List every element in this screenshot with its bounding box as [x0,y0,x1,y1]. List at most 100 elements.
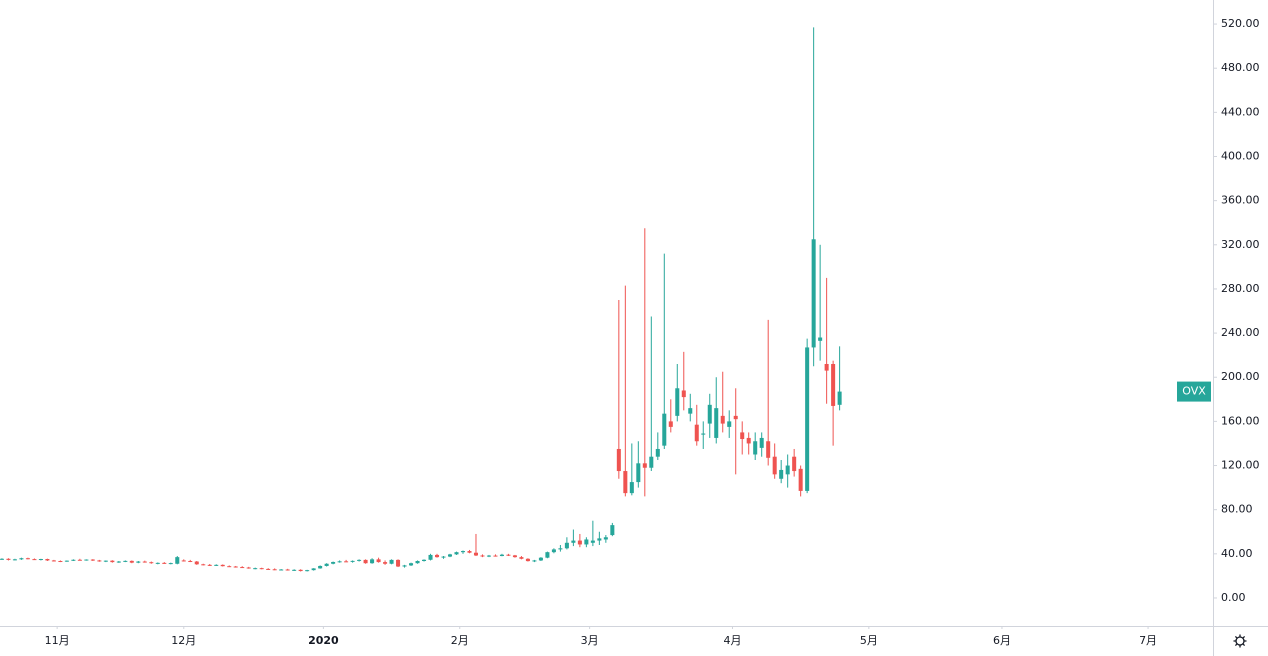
candle-body [220,564,225,567]
y-tick-label: 320.00 [1221,238,1260,251]
candle-body [746,437,751,444]
candle-body [551,549,556,553]
candle-body [90,559,95,561]
candle-body [629,482,634,494]
y-tick-label: 480.00 [1221,61,1260,74]
candle-body [142,561,147,563]
series-label-bg [1177,381,1211,402]
candle-body [467,551,472,553]
candle-body [512,555,517,558]
candle-body [779,469,784,479]
candle-body [811,239,816,348]
y-tick-label: 360.00 [1221,194,1260,207]
candle-body [460,551,466,553]
x-tick-label: 4月 [723,634,741,647]
candle-body [136,561,141,563]
candle-body [740,432,745,440]
candle-body [162,562,167,564]
settings-icon[interactable] [1233,634,1247,648]
candle-body [428,554,433,560]
candle-body [532,560,537,562]
x-tick-label: 12月 [171,634,196,647]
candle-body [681,390,686,398]
candle-body [837,391,842,405]
candle-body [538,557,543,561]
candle-body [168,563,173,565]
candle-body [305,570,310,572]
candle-body [383,562,388,564]
candle-body [772,456,777,475]
candle-body [51,560,56,562]
y-tick-label: 240.00 [1221,326,1260,339]
candle-body [279,569,284,571]
candle-body [409,563,414,566]
candle-body [194,561,199,565]
candle-body [6,558,11,560]
candle-body [662,413,667,446]
candle-body [129,560,134,563]
candle-body [350,560,355,562]
candle-body [324,563,329,566]
y-tick-label: 120.00 [1221,459,1260,472]
candle-body [733,415,738,420]
candle-body [831,363,836,406]
candle-body [64,560,69,562]
y-tick-label: 440.00 [1221,105,1260,118]
candle-body [77,559,82,561]
candle-body [577,540,582,545]
candle-body [272,569,277,571]
candle-body [370,559,375,564]
candle-body [603,537,608,540]
candle-body [584,539,589,545]
candle-body [766,441,771,458]
candle-body [798,468,803,491]
candle-body [824,363,829,371]
candle-body [415,560,420,564]
candle-body [58,560,63,562]
candle-body [149,562,154,564]
candle-body [610,525,615,536]
candle-body [805,347,810,491]
candle-body [344,561,349,563]
x-tick-label: 2020 [308,634,339,647]
candle-body [447,554,453,557]
candle-body [188,560,193,562]
candle-body [214,564,219,566]
candle-body [694,424,699,442]
candle-body [116,561,121,563]
candle-body [499,554,504,557]
candle-body [357,559,362,561]
candle-body [259,568,264,570]
candle-body [759,437,764,448]
x-tick-label: 2月 [451,634,469,647]
candle-body [623,471,628,494]
candles [0,27,842,572]
candle-body [25,558,30,560]
y-tick-label: 400.00 [1221,150,1260,163]
candle-body [493,555,498,557]
candle-body [571,540,576,543]
x-tick-label: 11月 [45,634,70,647]
candle-body [785,465,790,475]
candle-body [207,564,212,566]
y-tick-label: 280.00 [1221,282,1260,295]
candle-body [649,456,654,468]
candle-body [285,569,290,571]
y-tick-label: 160.00 [1221,414,1260,427]
candle-body [233,566,238,568]
candle-body [486,555,491,557]
candle-body [331,561,336,564]
series-label: OVX [1182,385,1206,398]
candle-body [292,569,297,571]
candle-body [525,558,530,562]
candle-body [363,559,368,564]
candle-body [545,552,550,558]
candle-body [441,556,446,558]
candle-body [590,540,595,543]
candle-body [84,559,89,561]
candle-body [155,562,160,564]
candle-body [720,415,725,424]
candle-body [597,538,602,541]
candle-body [175,557,180,564]
